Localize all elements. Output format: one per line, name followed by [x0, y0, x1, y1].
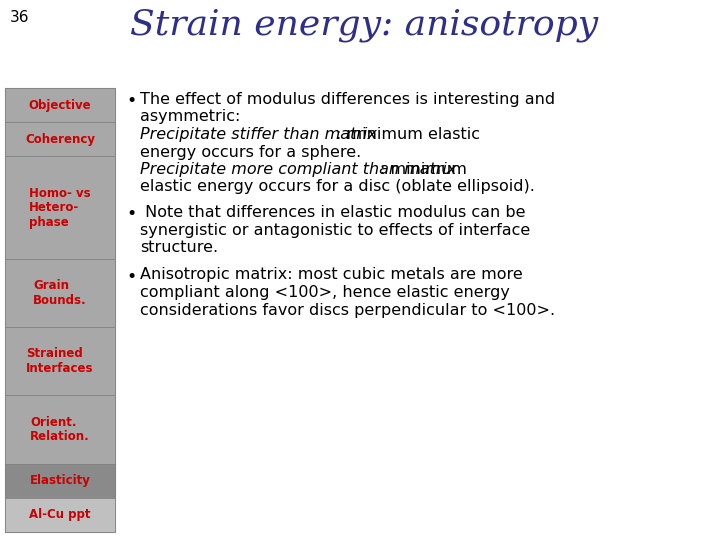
Bar	[5, 88, 115, 532]
Text: compliant along <100>, hence elastic energy: compliant along <100>, hence elastic ene…	[140, 285, 510, 300]
Text: Anisotropic matrix: most cubic metals are more: Anisotropic matrix: most cubic metals ar…	[140, 267, 523, 282]
Text: •: •	[126, 205, 136, 223]
Text: Grain
Bounds.: Grain Bounds.	[33, 279, 87, 307]
Text: •: •	[126, 92, 136, 110]
Bar	[5, 122, 115, 156]
Bar	[5, 88, 115, 122]
Bar	[5, 498, 115, 532]
Text: •: •	[126, 267, 136, 286]
Text: Al-Cu ppt: Al-Cu ppt	[30, 509, 91, 522]
Text: Precipitate stiffer than matrix: Precipitate stiffer than matrix	[140, 127, 377, 142]
Bar	[5, 327, 115, 395]
Text: Strained
Interfaces: Strained Interfaces	[26, 347, 94, 375]
Text: asymmetric:: asymmetric:	[140, 110, 240, 125]
Bar	[5, 259, 115, 327]
Text: Note that differences in elastic modulus can be: Note that differences in elastic modulus…	[140, 205, 526, 220]
Text: Homo- vs
Hetero-
phase: Homo- vs Hetero- phase	[30, 186, 91, 228]
Text: 36: 36	[10, 10, 30, 25]
Text: : minimum: : minimum	[380, 162, 467, 177]
Text: structure.: structure.	[140, 240, 218, 255]
Text: Strain energy: anisotropy: Strain energy: anisotropy	[130, 8, 598, 42]
Text: Orient.
Relation.: Orient. Relation.	[30, 416, 90, 443]
Bar	[5, 156, 115, 259]
Text: The effect of modulus differences is interesting and: The effect of modulus differences is int…	[140, 92, 555, 107]
Text: considerations favor discs perpendicular to <100>.: considerations favor discs perpendicular…	[140, 302, 555, 318]
Text: Precipitate more compliant than matrix: Precipitate more compliant than matrix	[140, 162, 456, 177]
Bar	[5, 464, 115, 498]
Text: Objective: Objective	[29, 99, 91, 112]
Text: energy occurs for a sphere.: energy occurs for a sphere.	[140, 145, 361, 159]
Text: Elasticity: Elasticity	[30, 474, 91, 487]
Text: : minimum elastic: : minimum elastic	[336, 127, 480, 142]
Text: Coherency: Coherency	[25, 133, 95, 146]
Bar	[5, 395, 115, 464]
Text: elastic energy occurs for a disc (oblate ellipsoid).: elastic energy occurs for a disc (oblate…	[140, 179, 535, 194]
Text: synergistic or antagonistic to effects of interface: synergistic or antagonistic to effects o…	[140, 222, 530, 238]
